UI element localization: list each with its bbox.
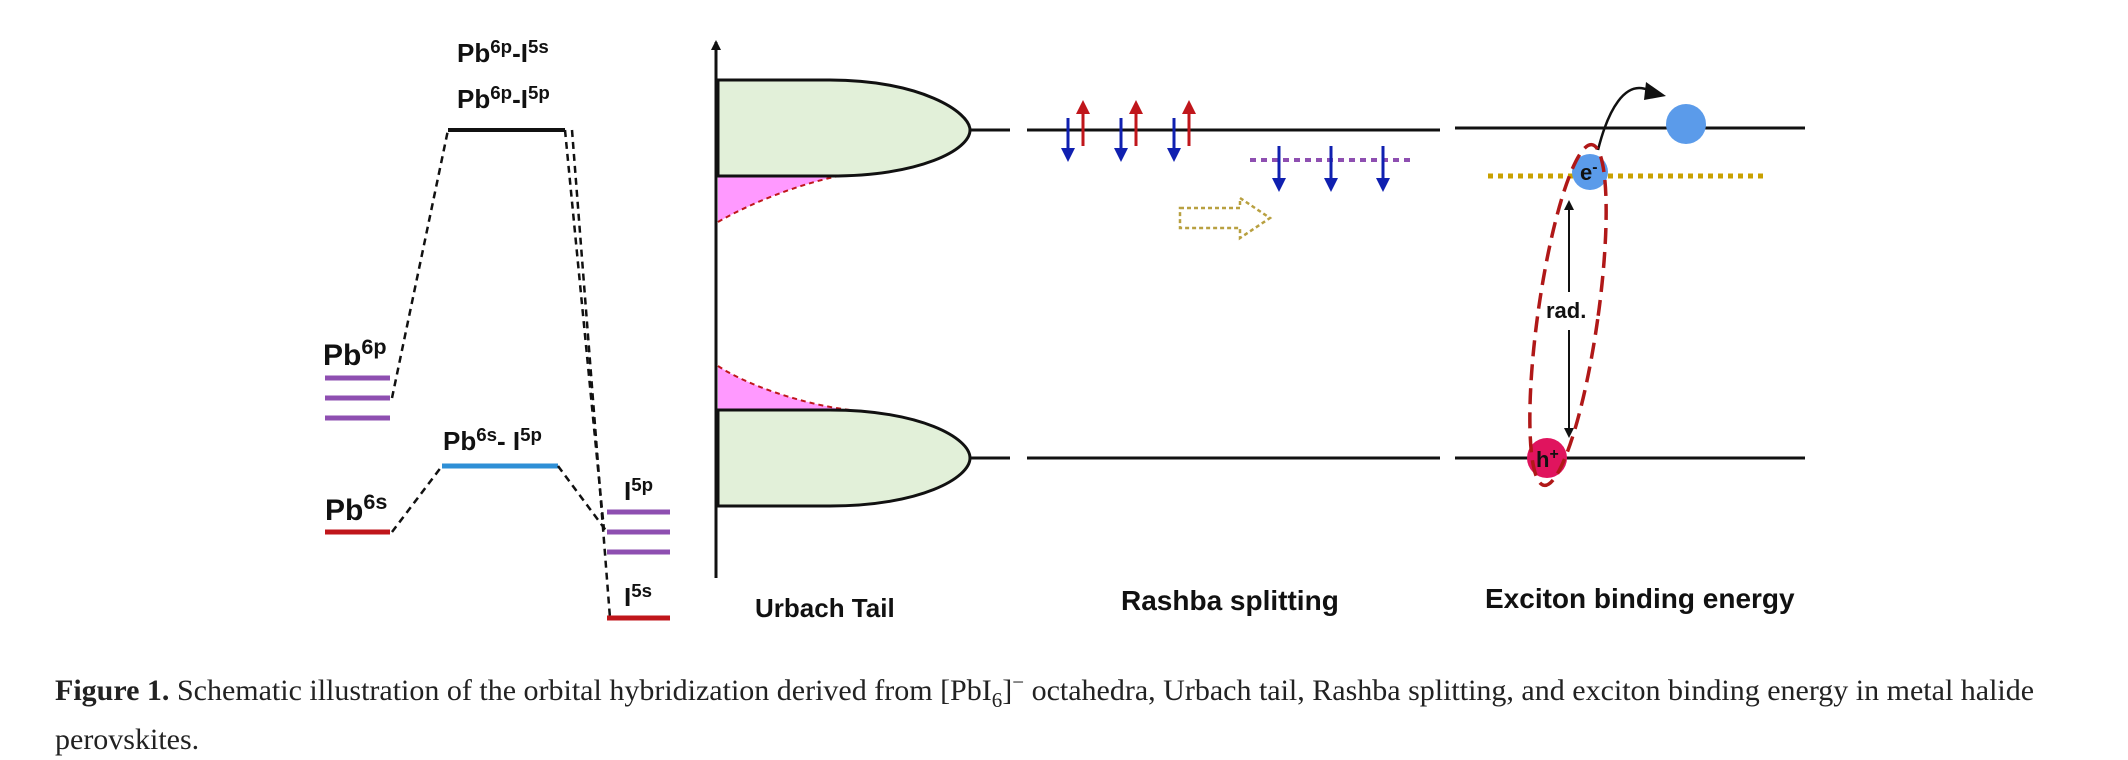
spin-pair-3 (1167, 100, 1196, 162)
valence-band-shape (716, 408, 972, 508)
rashba-label: Rashba splitting (1121, 585, 1339, 616)
antibonding-label-p: Pb6p-I5p (457, 82, 550, 114)
bound-electron (1572, 154, 1608, 190)
valence-tail (718, 366, 850, 410)
caption-subscript: 6 (991, 688, 1003, 712)
rad-label: rad. (1546, 298, 1586, 323)
conduction-tail (718, 174, 850, 222)
conduction-tail-edge (717, 173, 851, 223)
exciton-label: Exciton binding energy (1485, 583, 1795, 614)
pb6p-label: Pb6p (323, 334, 387, 372)
urbach-panel: Urbach Tail (716, 78, 1010, 623)
figure-caption: Figure 1. Schematic illustration of the … (55, 662, 2085, 760)
caption-text-after: octahedra, Urbach tail, Rashba splitting… (55, 674, 2035, 756)
ionization-arrow (1596, 86, 1649, 151)
hole-label: h+ (1536, 446, 1559, 472)
conduction-band-shape (716, 78, 972, 178)
pb6p-levels (325, 375, 390, 421)
pb6s-label: Pb6s (325, 489, 387, 527)
caption-text-before: Schematic illustration of the orbital hy… (169, 674, 992, 707)
split-spin-arrows (1272, 146, 1390, 192)
spin-pair-2 (1114, 100, 1143, 162)
hole (1527, 438, 1567, 478)
caption-figure-number: Figure 1. (55, 674, 170, 707)
rashba-panel: Rashba splitting (1027, 100, 1440, 616)
spin-pairs (1061, 100, 1196, 162)
free-electron (1666, 104, 1706, 144)
antibonding-label-s: Pb6p-I5s (457, 36, 549, 68)
valence-tail-edge (717, 365, 851, 411)
electron-label: e- (1580, 159, 1598, 185)
correlation-lines (390, 129, 612, 619)
orbital-panel: Pb6p-I5s Pb6p-I5p Pb6p Pb6s Pb6s- I5p I5… (323, 36, 670, 621)
figure-diagram: Pb6p-I5s Pb6p-I5p Pb6p Pb6s Pb6s- I5p I5… (323, 36, 1805, 623)
figure-svg: Pb6p-I5s Pb6p-I5p Pb6p Pb6s Pb6s- I5p I5… (323, 36, 1805, 623)
caption-bracket: ] (1002, 674, 1013, 707)
caption-superscript: − (1012, 670, 1025, 694)
i5p-levels (607, 509, 670, 555)
bonding-label: Pb6s- I5p (443, 424, 542, 456)
i5p-label: I5p (624, 474, 653, 506)
urbach-label: Urbach Tail (755, 593, 895, 623)
spin-pair-1 (1061, 100, 1090, 162)
i5s-label: I5s (624, 580, 652, 612)
ionization-arrowhead (1644, 82, 1666, 100)
exciton-panel: rad. e- h+ Exciton binding energy (1455, 82, 1805, 614)
exciton-ellipse (1528, 142, 1608, 488)
rashba-shift-arrow (1178, 195, 1273, 241)
